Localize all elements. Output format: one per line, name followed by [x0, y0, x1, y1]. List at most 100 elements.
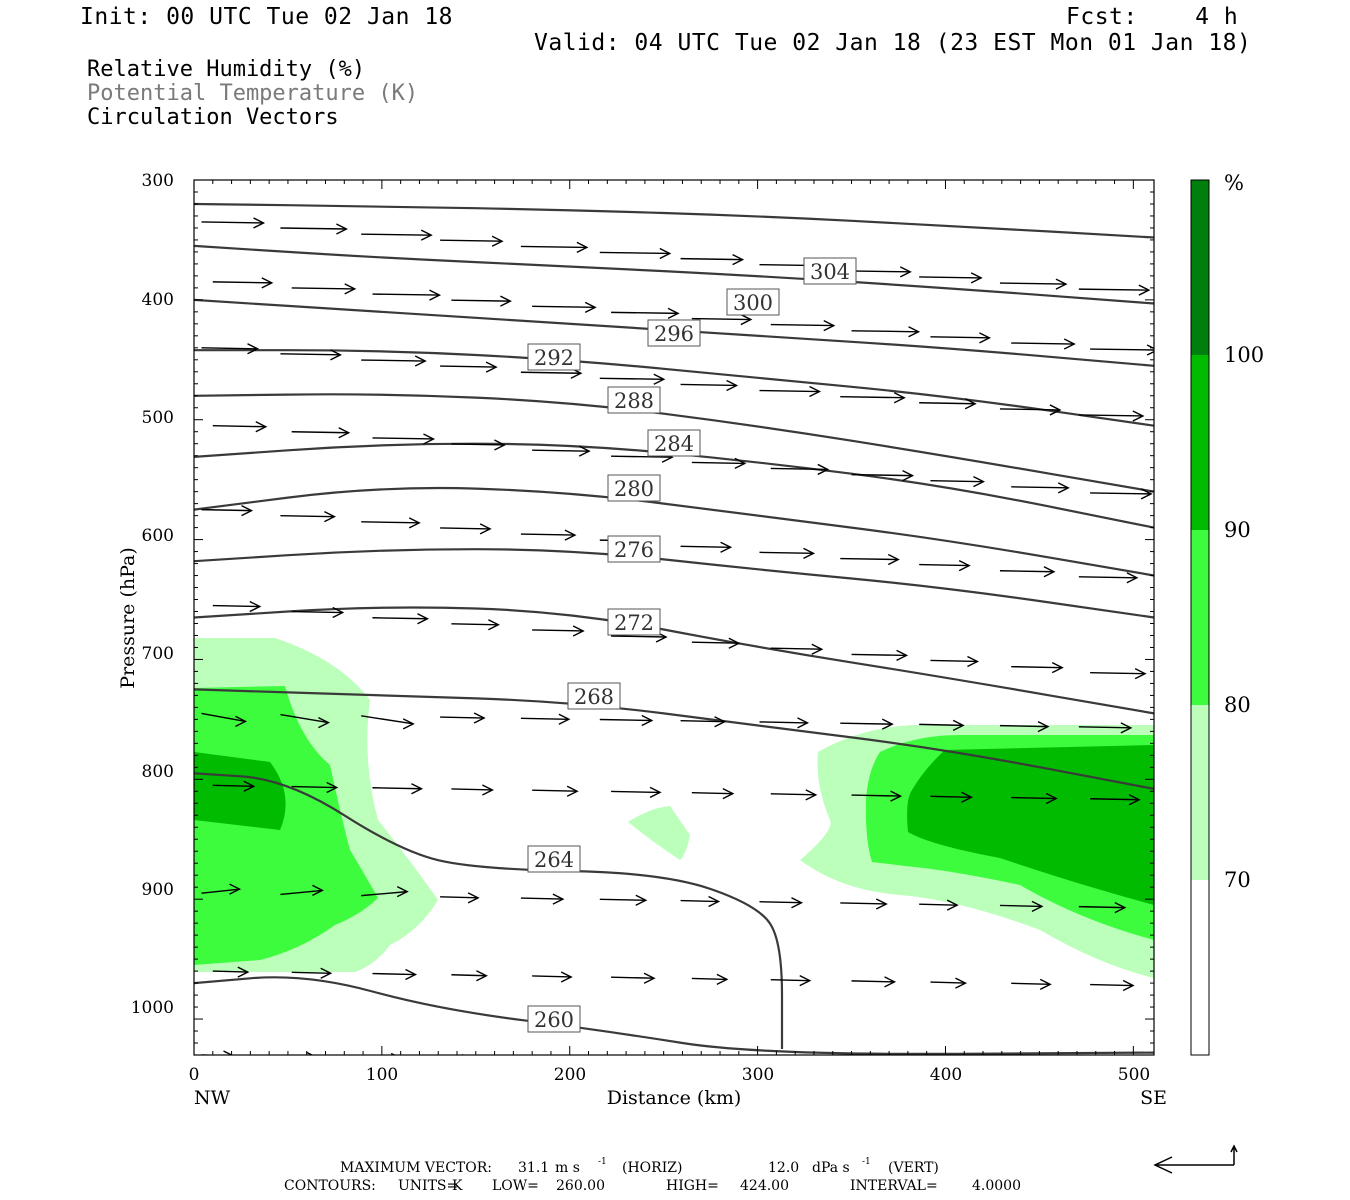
vector-arrow [212, 966, 250, 978]
y-tick-label: 600 [142, 526, 174, 546]
vector-arrow [280, 884, 324, 897]
vector-arrow [361, 886, 409, 898]
plot-frame [193, 179, 1155, 1056]
forecast-hour: Fcst: 4 h [1066, 4, 1239, 30]
vector-arrow [212, 780, 256, 792]
vector-arrow [520, 713, 571, 725]
theta-contour-280 [194, 486, 1154, 577]
vector-arrow [1090, 794, 1141, 806]
colorbar-label-100: 100 [1224, 343, 1264, 367]
vector-arrow [201, 712, 248, 728]
svg-text:264: 264 [534, 848, 574, 872]
max-vector-label: MAXIMUM VECTOR: [340, 1160, 492, 1176]
colorbar-frame [1190, 179, 1210, 1056]
vector-arrow [691, 788, 735, 800]
vector-arrow [451, 970, 488, 982]
vector-arrow [440, 712, 486, 724]
contours-high-label: HIGH= [666, 1178, 719, 1194]
svg-text:284: 284 [654, 432, 694, 456]
svg-text:288: 288 [614, 389, 654, 413]
vector-arrow [599, 714, 654, 727]
contour-label-304: 304 [803, 257, 857, 285]
vector-arrow [759, 897, 804, 909]
y-tick-label: 700 [142, 644, 174, 664]
colorbar-label-80: 80 [1224, 693, 1251, 717]
vector-arrow [999, 566, 1056, 578]
vector-arrow [361, 355, 427, 367]
vector-arrow [759, 385, 822, 398]
contours-units-label: UNITS= [398, 1178, 458, 1194]
vector-arrow [840, 553, 900, 566]
vector-arrow [440, 361, 498, 373]
vector-arrow [680, 716, 727, 728]
title-rh: Relative Humidity (%) [87, 57, 366, 82]
vector-arrow [521, 1056, 557, 1066]
vector-arrow [291, 967, 333, 979]
vector-arrow [930, 791, 974, 803]
vector-arrow [759, 717, 810, 729]
svg-text:292: 292 [534, 346, 574, 370]
vector-arrow [1011, 338, 1076, 350]
contours-units-value: K [452, 1178, 463, 1194]
vector-arrow [361, 517, 421, 529]
vector-arrow [361, 715, 415, 730]
colorbar-band-90 [1191, 355, 1209, 530]
y-tick-label: 900 [142, 880, 174, 900]
vector-arrow [280, 349, 342, 361]
valid-time: Valid: 04 UTC Tue 02 Jan 18 (23 EST Mon … [534, 30, 1252, 56]
vector-arrow [1011, 792, 1058, 805]
vector-arrow [1011, 662, 1064, 674]
theta-contour-304 [194, 202, 1154, 239]
vector-arrow [372, 433, 436, 445]
vector-arrow [532, 301, 597, 313]
vector-arrow [680, 379, 739, 392]
theta-contour-284 [194, 442, 1154, 529]
colorbar-band-100 [1191, 180, 1209, 355]
vector-arrow [919, 398, 977, 410]
contour-label-284: 284 [647, 429, 701, 457]
theta-contour-264 [194, 772, 784, 1049]
vector-arrow [440, 235, 504, 247]
vector-arrow [280, 223, 348, 235]
contours-label: CONTOURS: [284, 1178, 376, 1194]
vector-arrow [201, 504, 254, 517]
vector-arrow [851, 649, 909, 662]
x-axis-label: Distance (km) [607, 1087, 742, 1109]
vector-arrow [1011, 482, 1070, 494]
vector-arrow [201, 217, 266, 229]
y-tick-label: 400 [142, 290, 174, 310]
colorbar: % 100 90 80 70 [1190, 171, 1264, 1056]
vector-arrow [1078, 722, 1133, 734]
x-tick-label: 200 [554, 1065, 586, 1085]
contours-high-value: 424.00 [740, 1178, 789, 1194]
vector-arrow [851, 790, 903, 802]
vector-arrow [1090, 488, 1153, 500]
vector-arrow [680, 895, 721, 908]
svg-text:276: 276 [614, 538, 654, 562]
vector-arrow [611, 786, 662, 799]
axis-ticks [193, 179, 1154, 1056]
contour-label-276: 276 [607, 535, 661, 563]
vector-arrow [691, 457, 747, 470]
vector-arrow [1011, 978, 1052, 990]
vector-arrow [372, 968, 418, 981]
vector-arrow [770, 319, 836, 332]
vector-arrow [372, 613, 430, 625]
colorbar-label-70: 70 [1224, 868, 1251, 892]
colorbar-band-below-70 [1191, 880, 1209, 1055]
contour-label-272: 272 [607, 608, 661, 636]
theta-contour-292 [194, 349, 1154, 427]
vector-arrow [691, 313, 753, 326]
vector-arrow [851, 469, 915, 482]
contours-low-value: 260.00 [556, 1178, 605, 1194]
title-theta: Potential Temperature (K) [87, 81, 419, 106]
title-vectors: Circulation Vectors [87, 105, 339, 130]
vector-arrow [1078, 284, 1151, 296]
vector-arrow [840, 392, 906, 404]
theta-contour-276 [194, 548, 1154, 619]
vector-arrow [451, 784, 494, 796]
vector-arrow [201, 883, 242, 895]
vector-arrow [532, 445, 591, 457]
